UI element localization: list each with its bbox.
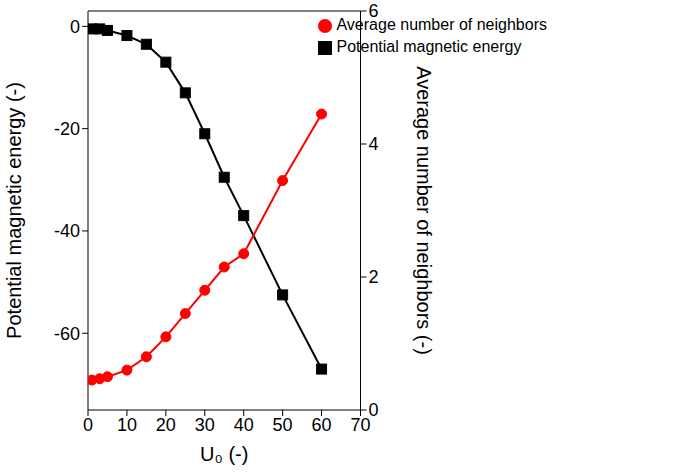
svg-text:40: 40 xyxy=(234,415,254,435)
svg-text:-20: -20 xyxy=(54,119,80,139)
svg-text:10: 10 xyxy=(117,415,137,435)
svg-text:Potential magnetic energy (-): Potential magnetic energy (-) xyxy=(3,82,25,339)
svg-text:6: 6 xyxy=(368,1,378,21)
svg-text:30: 30 xyxy=(195,415,215,435)
svg-text:60: 60 xyxy=(312,415,332,435)
svg-text:2: 2 xyxy=(368,267,378,287)
svg-text:50: 50 xyxy=(273,415,293,435)
svg-text:70: 70 xyxy=(350,415,370,435)
svg-text:0: 0 xyxy=(83,415,93,435)
html-text:Average number of neighbors: Average number of neighbors xyxy=(336,16,547,33)
svg-text:0: 0 xyxy=(368,400,378,420)
svg-text:20: 20 xyxy=(156,415,176,435)
svg-text:-40: -40 xyxy=(54,221,80,241)
svg-text:Average number of neighbors (-: Average number of neighbors (-) xyxy=(413,66,435,355)
svg-text:U₀ (-): U₀ (-) xyxy=(200,443,248,465)
html-text:Potential magnetic energy: Potential magnetic energy xyxy=(336,38,522,55)
svg-text:4: 4 xyxy=(368,134,378,154)
svg-text:0: 0 xyxy=(70,17,80,37)
svg-text:-60: -60 xyxy=(54,324,80,344)
